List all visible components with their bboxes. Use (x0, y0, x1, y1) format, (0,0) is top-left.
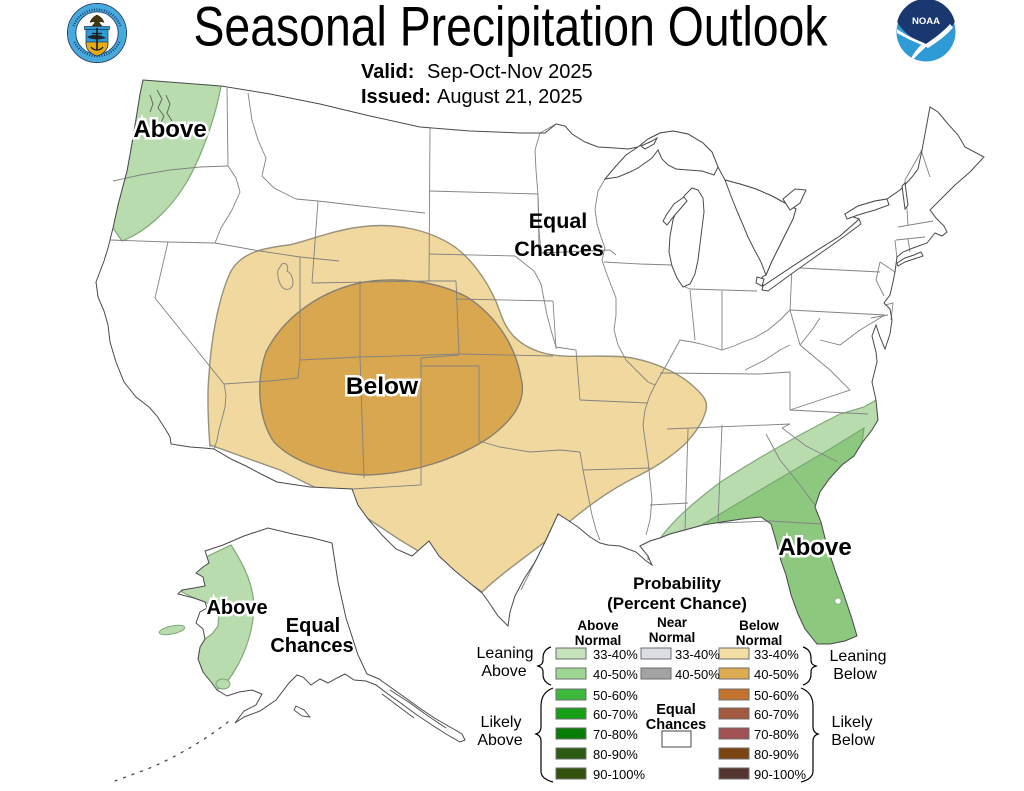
svg-text:Leaning: Leaning (830, 648, 887, 665)
svg-text:(Percent Chance): (Percent Chance) (607, 594, 747, 613)
svg-text:70-80%: 70-80% (754, 727, 799, 742)
svg-text:90-100%: 90-100% (593, 767, 645, 782)
svg-text:Normal: Normal (736, 633, 783, 648)
svg-text:70-80%: 70-80% (593, 727, 638, 742)
svg-text:Above: Above (778, 534, 851, 561)
svg-text:Below: Below (831, 732, 875, 749)
svg-text:Probability: Probability (633, 574, 721, 593)
svg-text:Normal: Normal (649, 630, 696, 645)
svg-text:40-50%: 40-50% (675, 667, 720, 682)
svg-text:40-50%: 40-50% (754, 667, 799, 682)
svg-text:Below: Below (739, 618, 779, 633)
svg-text:Likely: Likely (832, 714, 873, 731)
svg-text:40-50%: 40-50% (593, 667, 638, 682)
svg-text:33-40%: 33-40% (675, 647, 720, 662)
svg-text:60-70%: 60-70% (593, 707, 638, 722)
svg-text:Leaning: Leaning (477, 645, 534, 662)
svg-text:Above: Above (477, 732, 522, 749)
svg-text:Chances: Chances (514, 237, 604, 261)
svg-text:NOAA: NOAA (912, 16, 940, 27)
svg-text:Likely: Likely (481, 714, 522, 731)
svg-text:Equal: Equal (286, 615, 340, 637)
svg-text:Near: Near (657, 615, 688, 630)
svg-text:Above: Above (206, 597, 267, 619)
svg-text:50-60%: 50-60% (754, 688, 799, 703)
svg-text:Valid:Sep-Oct-Nov 2025: Valid: Sep-Oct-Nov 2025 (361, 61, 593, 83)
svg-text:Above: Above (481, 663, 526, 680)
svg-text:33-40%: 33-40% (593, 647, 638, 662)
svg-text:Above: Above (577, 618, 619, 633)
svg-text:Seasonal Precipitation Outlook: Seasonal Precipitation Outlook (194, 0, 828, 57)
svg-text:Below: Below (833, 666, 877, 683)
svg-text:Equal: Equal (529, 209, 588, 233)
svg-text:33-40%: 33-40% (754, 647, 799, 662)
svg-text:Below: Below (346, 373, 419, 400)
svg-text:Normal: Normal (575, 633, 622, 648)
svg-text:Equal: Equal (656, 702, 695, 718)
svg-text:Issued:August 21, 2025: Issued: August 21, 2025 (361, 86, 583, 108)
svg-text:60-70%: 60-70% (754, 707, 799, 722)
svg-text:Chances: Chances (270, 635, 353, 657)
svg-text:50-60%: 50-60% (593, 688, 638, 703)
svg-text:90-100%: 90-100% (754, 767, 806, 782)
svg-text:Chances: Chances (646, 717, 706, 733)
svg-text:Above: Above (133, 116, 206, 143)
svg-text:80-90%: 80-90% (593, 747, 638, 762)
svg-text:80-90%: 80-90% (754, 747, 799, 762)
